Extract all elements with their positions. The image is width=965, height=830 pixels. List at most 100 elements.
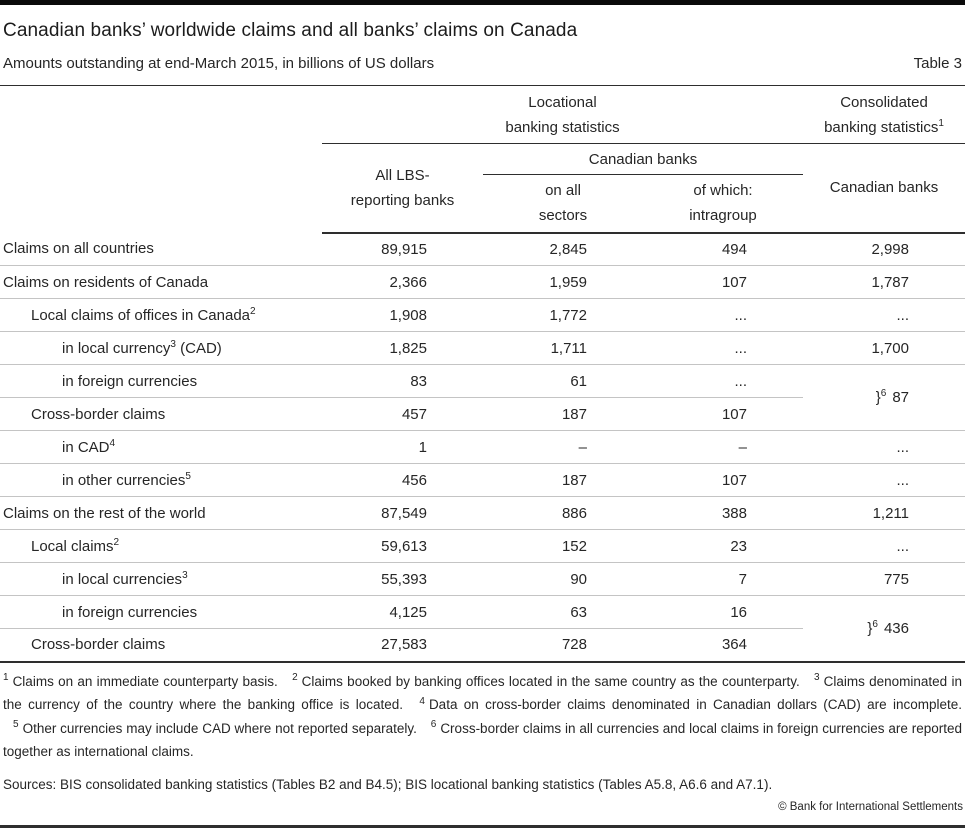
cell-value: – <box>643 430 803 464</box>
col-header-consolidated-canadian: Canadian banks <box>803 143 965 234</box>
cell-value: ... <box>803 463 965 497</box>
merged-cell-sup: 6 <box>880 388 887 399</box>
cell-value: 89,915 <box>322 232 483 266</box>
copyright-notice: © Bank for International Settlements <box>778 801 963 813</box>
row-label: in foreign currencies <box>0 364 322 398</box>
col-header-intragroup-line2: intragroup <box>689 207 757 225</box>
table-subtitle: Amounts outstanding at end-March 2015, i… <box>3 55 435 72</box>
row-label-text: in local currency <box>62 339 171 357</box>
footnotes: 1 Claims on an immediate counterparty bas… <box>3 670 962 764</box>
footnote-number: 1 <box>3 672 9 683</box>
row-label: Cross-border claims <box>0 397 322 431</box>
cell-value: ... <box>803 529 965 563</box>
cell-value: ... <box>643 364 803 398</box>
footnote-number: 6 <box>430 719 437 730</box>
cell-value-merged: }6 436 <box>803 595 965 663</box>
row-label: in CAD4 <box>0 430 322 464</box>
footnote-item: 3 Claims denominated in the currency of t… <box>3 672 962 713</box>
table-row: Cross-border claims 27,583 728 364 <box>0 628 965 663</box>
cell-value: 187 <box>483 397 643 431</box>
col-header-all-lbs-line2: reporting banks <box>350 191 455 209</box>
row-label-text: Local claims of offices in Canada <box>31 306 251 324</box>
cell-value: 83 <box>322 364 483 398</box>
header-spacer-cell <box>0 86 322 233</box>
col-header-intragroup: of which: intragroup <box>643 174 803 234</box>
table-row: in local currency3 (CAD) 1,825 1,711... 1,7… <box>0 331 965 365</box>
cell-value: 187 <box>483 463 643 497</box>
brace-glyph: } <box>875 389 881 406</box>
cell-value: 1,772 <box>483 298 643 332</box>
col-group-consolidated-sup: 1 <box>938 117 944 129</box>
row-label: Local claims of offices in Canada2 <box>0 298 322 332</box>
row-label-text: Cross-border claims <box>31 405 166 423</box>
cell-value: 1,908 <box>322 298 483 332</box>
cell-value: 7 <box>643 562 803 596</box>
row-label-text: Claims on all countries <box>3 240 154 258</box>
row-label-sup: 3 <box>170 338 176 350</box>
merged-cell-sup: 6 <box>872 618 878 630</box>
row-label-text: Claims on the rest of the world <box>3 504 206 522</box>
footnote-number: 5 <box>13 719 19 730</box>
cell-value: 2,998 <box>803 232 965 266</box>
cell-value: ... <box>643 331 803 365</box>
col-header-on-all-sectors-line2: sectors <box>538 207 588 225</box>
row-label: Claims on residents of Canada <box>0 265 322 299</box>
cell-value: 27,583 <box>322 628 483 663</box>
merged-cell-value: 87 <box>892 389 909 406</box>
table-row: Local claims of offices in Canada2 1,908 1… <box>0 298 965 332</box>
cell-value: 1,711 <box>483 331 643 365</box>
table-row: Claims on the rest of the world 87,549 886… <box>0 496 965 530</box>
cell-value: 107 <box>643 265 803 299</box>
top-rule <box>0 0 965 5</box>
claims-table: Locational banking statistics Consolidat… <box>0 85 965 663</box>
table-row: Claims on all countries 89,915 2,845 494 2,9… <box>0 232 965 266</box>
cell-value: ... <box>803 430 965 464</box>
footnote-item: 1 Claims on an immediate counterparty bas… <box>3 672 278 689</box>
cell-value: 61 <box>483 364 643 398</box>
cell-value: 1,825 <box>322 331 483 365</box>
row-label-text: in other currencies <box>62 471 186 489</box>
row-label: in foreign currencies <box>0 595 322 629</box>
col-group-locational-line1: Locational <box>528 93 597 111</box>
table-row: Cross-border claims 457 187 107 <box>0 397 965 431</box>
row-label-text: Claims on residents of Canada <box>3 273 209 291</box>
cell-value: 728 <box>483 628 643 663</box>
cell-value: 59,613 <box>322 529 483 563</box>
row-label-text: in local currencies <box>62 570 183 588</box>
row-label: in other currencies5 <box>0 463 322 497</box>
merged-cell-value: 436 <box>883 619 909 637</box>
cell-value: 4,125 <box>322 595 483 629</box>
cell-value: – <box>483 430 643 464</box>
row-label: Claims on the rest of the world <box>0 496 322 530</box>
row-label-sup: 3 <box>182 569 188 581</box>
footnote-text: Claims on an immediate counterparty basi… <box>12 673 278 689</box>
cell-value: 886 <box>483 496 643 530</box>
table-row: in foreign currencies 83 61...}6 87 <box>0 364 965 431</box>
cell-value: 364 <box>643 628 803 663</box>
cell-value: 87,549 <box>322 496 483 530</box>
row-label-text: in CAD <box>62 438 110 456</box>
cell-value: 107 <box>643 463 803 497</box>
row-label-sup: 5 <box>185 470 191 482</box>
col-header-canadian-banks-group: Canadian banks <box>483 143 803 175</box>
row-label: Claims on all countries <box>0 232 322 266</box>
table-row: Claims on residents of Canada 2,366 1,959 1… <box>0 265 965 299</box>
row-label-text: in foreign currencies <box>62 372 198 390</box>
col-header-on-all-sectors: on all sectors <box>483 174 643 234</box>
footnote-number: 2 <box>292 672 298 683</box>
cell-value: 388 <box>643 496 803 530</box>
header-group-row: Locational banking statistics Consolidat… <box>0 85 965 144</box>
footnote-text: Data on cross-border claims denominated … <box>428 697 962 712</box>
row-label-sup: 4 <box>109 437 116 449</box>
brace-glyph: } <box>867 619 873 637</box>
footnote-number: 3 <box>814 672 820 683</box>
cell-value: 55,393 <box>322 562 483 596</box>
footnote-item: 5 Other currencies may include CAD where … <box>13 719 417 736</box>
row-label-text: in foreign currencies <box>62 603 198 621</box>
row-label-text: Cross-border claims <box>31 636 166 654</box>
footnote-text: Other currencies may include CAD where n… <box>22 720 417 736</box>
footnote-text: Claims booked by banking offices located… <box>301 673 800 689</box>
footnote-text: Claims denominated in the currency of th… <box>3 673 962 713</box>
table-row: in foreign currencies 4,125 63 16}6 436 <box>0 595 965 663</box>
col-header-intragroup-line1: of which: <box>693 182 753 200</box>
